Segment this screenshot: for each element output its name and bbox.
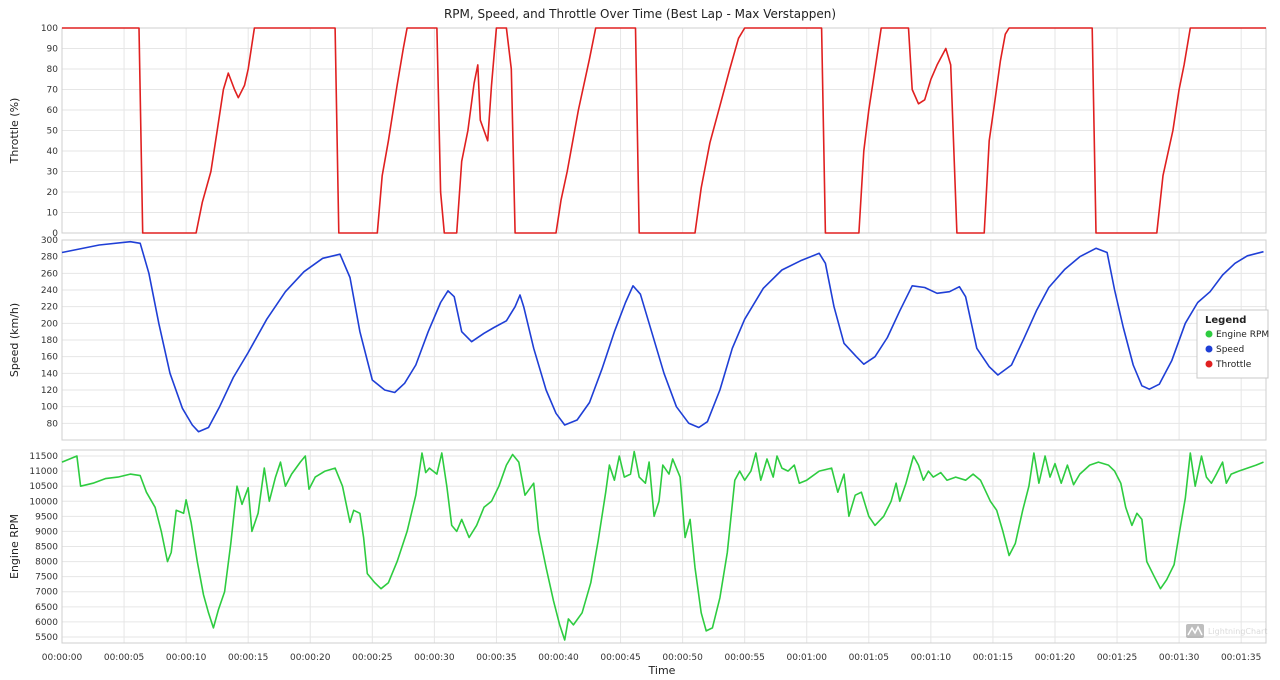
x-tick-label: 00:00:50 — [662, 653, 703, 663]
watermark-logo-mark — [1187, 625, 1203, 636]
rpm-y-tick-label: 11000 — [29, 467, 58, 477]
watermark-logo-icon — [1186, 624, 1204, 638]
x-axis: 00:00:00 00:00:05 00:00:10 00:00:15 00:00:20… — [42, 653, 1262, 663]
legend-item-label[interactable]: Engine RPM — [1216, 330, 1269, 340]
x-tick-label: 00:01:00 — [787, 653, 828, 663]
x-tick-label: 00:00:45 — [600, 653, 640, 663]
rpm-series-line[interactable] — [61, 450, 1264, 641]
rpm-y-tick-label: 5500 — [35, 633, 58, 643]
rpm-plot-border — [61, 449, 1267, 644]
x-tick-label: 00:00:00 — [42, 653, 83, 663]
watermark-text: LightningChart — [1208, 627, 1267, 636]
x-tick-label: 00:01:30 — [1159, 653, 1200, 663]
throttle-y-tick-label: 40 — [47, 147, 59, 157]
rpm-y-tick-label: 11500 — [29, 452, 58, 462]
throttle-y-axis-title: Throttle (%) — [8, 98, 21, 165]
x-tick-label: 00:01:35 — [1221, 653, 1261, 663]
throttle-y-tick-label: 20 — [47, 188, 59, 198]
x-tick-label: 00:00:30 — [414, 653, 455, 663]
x-tick-label: 00:00:10 — [166, 653, 207, 663]
speed-y-tick-label: 160 — [41, 353, 58, 363]
rpm-y-tick-label: 7000 — [35, 588, 58, 598]
throttle-y-tick-label: 70 — [47, 86, 59, 96]
rpm-y-tick-label: 9000 — [35, 527, 58, 537]
legend-item-label[interactable]: Throttle — [1215, 360, 1252, 370]
speed-y-tick-label: 80 — [47, 419, 59, 429]
legend-marker — [1205, 330, 1213, 338]
x-tick-label: 00:01:25 — [1097, 653, 1137, 663]
watermark: LightningChart — [1186, 624, 1267, 638]
speed-y-tick-label: 260 — [41, 269, 58, 279]
legend-marker — [1205, 360, 1213, 368]
speed-y-tick-label: 240 — [41, 286, 58, 296]
legend-marker — [1205, 345, 1213, 353]
x-tick-label: 00:01:10 — [911, 653, 952, 663]
speed-y-tick-label: 280 — [41, 253, 58, 263]
x-tick-label: 00:01:05 — [849, 653, 889, 663]
chart-title: RPM, Speed, and Throttle Over Time (Best… — [444, 7, 836, 21]
rpm-y-tick-label: 7500 — [35, 573, 58, 583]
rpm-y-axis-title: Engine RPM — [8, 514, 21, 579]
throttle-panel: 0 10 20 30 40 50 60 70 80 90 100 Throttle (%) — [8, 24, 1267, 239]
speed-y-tick-label: 120 — [41, 386, 58, 396]
throttle-y-tick-label: 10 — [47, 209, 59, 219]
throttle-y-tick-label: 60 — [47, 106, 59, 116]
speed-y-tick-label: 180 — [41, 336, 58, 346]
throttle-y-tick-label: 100 — [41, 24, 58, 34]
speed-panel: 80 100 120 140 160 180 200 220 240 260 280 300 Speed… — [8, 236, 1267, 441]
legend-item-label[interactable]: Speed — [1216, 345, 1244, 355]
rpm-y-tick-label: 8500 — [35, 543, 58, 553]
speed-y-tick-label: 140 — [41, 369, 58, 379]
rpm-y-tick-label: 9500 — [35, 512, 58, 522]
speed-y-tick-label: 100 — [41, 403, 58, 413]
throttle-y-tick-label: 0 — [52, 229, 58, 239]
x-tick-label: 00:00:55 — [724, 653, 764, 663]
throttle-y-tick-label: 30 — [47, 168, 59, 178]
speed-y-tick-label: 300 — [41, 236, 58, 246]
rpm-y-tick-label: 10500 — [29, 482, 58, 492]
rpm-y-tick-label: 6000 — [35, 618, 58, 628]
throttle-y-tick-label: 80 — [47, 65, 59, 75]
x-axis-title: Time — [648, 664, 676, 677]
x-tick-label: 00:01:15 — [973, 653, 1013, 663]
x-tick-label: 00:00:05 — [104, 653, 144, 663]
legend-title: Legend — [1205, 315, 1246, 326]
speed-y-tick-label: 200 — [41, 319, 58, 329]
throttle-y-tick-label: 50 — [47, 127, 59, 137]
rpm-y-tick-label: 6500 — [35, 603, 58, 613]
speed-y-axis-title: Speed (km/h) — [8, 303, 21, 377]
rpm-panel: 5500 6000 6500 7000 7500 8000 8500 9000 9500 1000… — [8, 449, 1267, 644]
legend-items: Engine RPM Speed Throttle — [1205, 330, 1269, 370]
x-tick-label: 00:00:15 — [228, 653, 268, 663]
x-tick-label: 00:00:35 — [476, 653, 516, 663]
speed-y-tick-label: 220 — [41, 303, 58, 313]
rpm-y-tick-label: 8000 — [35, 558, 58, 568]
throttle-y-tick-label: 90 — [47, 45, 59, 55]
rpm-y-tick-label: 10000 — [29, 497, 58, 507]
x-tick-label: 00:01:20 — [1035, 653, 1076, 663]
legend[interactable]: Legend Engine RPM Speed Throttle — [1196, 309, 1269, 379]
x-tick-label: 00:00:40 — [538, 653, 579, 663]
throttle-series-line[interactable] — [62, 27, 1266, 234]
x-tick-label: 00:00:25 — [352, 653, 392, 663]
speed-series-line[interactable] — [61, 240, 1264, 433]
x-tick-label: 00:00:20 — [290, 653, 331, 663]
